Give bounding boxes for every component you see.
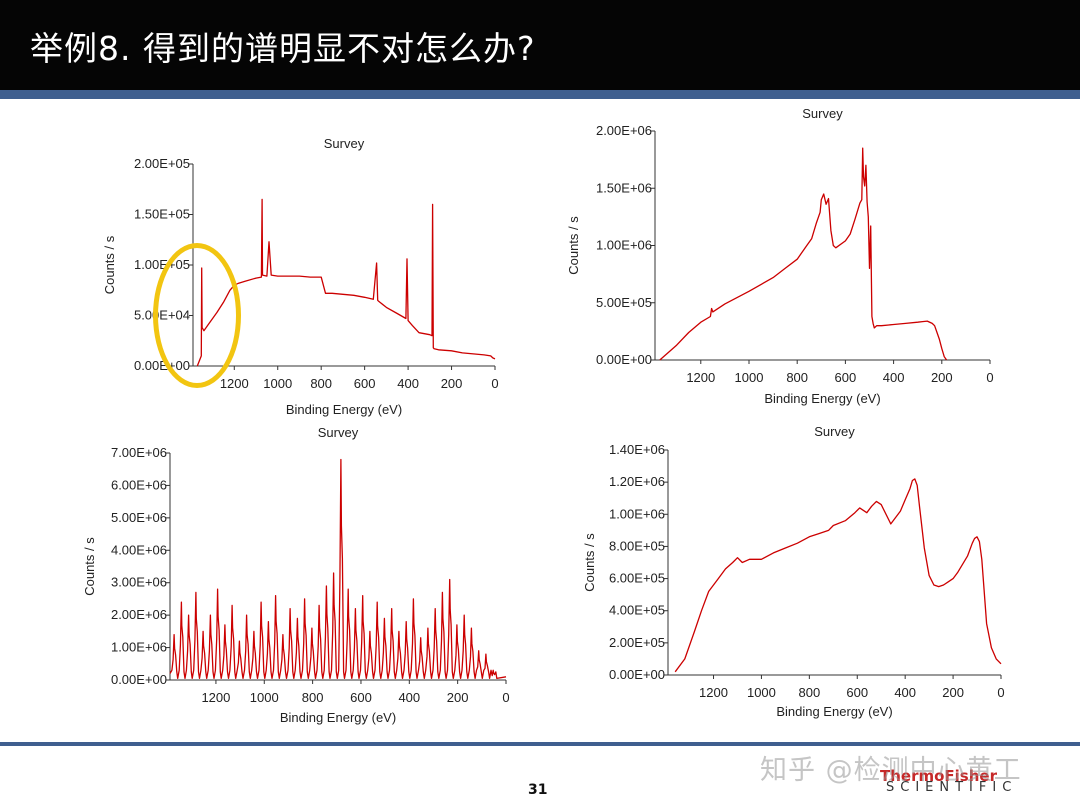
x-tick-label: 200 — [942, 685, 964, 700]
x-tick-label: 200 — [441, 376, 463, 391]
y-tick-label: 1.40E+06 — [609, 442, 665, 457]
header-band — [0, 90, 1080, 99]
slide-title: 举例8. 得到的谱明显不对怎么办? — [30, 29, 536, 68]
x-tick-label: 1200 — [201, 690, 230, 705]
y-tick-label: 2.00E+05 — [609, 635, 665, 650]
x-tick-label: 400 — [883, 370, 905, 385]
x-tick-label: 0 — [502, 690, 509, 705]
chart-title: Survey — [814, 424, 855, 439]
x-tick-label: 400 — [398, 690, 420, 705]
y-tick-label: 3.00E+06 — [111, 575, 167, 590]
x-tick-label: 1200 — [686, 370, 715, 385]
x-axis-label: Binding Energy (eV) — [776, 704, 892, 719]
x-tick-label: 800 — [786, 370, 808, 385]
chart-title: Survey — [324, 136, 365, 151]
y-tick-label: 5.00E+05 — [596, 295, 652, 310]
x-tick-label: 0 — [986, 370, 993, 385]
survey-chart-bottom-right: Survey 0.00E+00 2.00E+05 4.00E+05 6.00E+05 8.… — [582, 424, 1005, 719]
y-tick-label: 8.00E+05 — [609, 538, 665, 553]
brand-logo: ThermoFisher — [880, 767, 997, 785]
y-tick-label: 6.00E+05 — [609, 571, 665, 586]
highlight-circle — [153, 243, 241, 388]
chart-title: Survey — [318, 425, 359, 440]
y-tick-label: 1.50E+05 — [134, 207, 190, 222]
x-tick-label: 600 — [350, 690, 372, 705]
y-tick-label: 1.20E+06 — [609, 474, 665, 489]
x-tick-label: 1000 — [250, 690, 279, 705]
x-tick-label: 600 — [354, 376, 376, 391]
x-axis-label: Binding Energy (eV) — [286, 402, 402, 417]
brand-subtitle: SCIENTIFIC — [886, 780, 1018, 795]
survey-chart-top-right: Survey 0.00E+00 5.00E+05 1.00E+06 1.50E+06 2.… — [566, 106, 994, 406]
x-tick-label: 800 — [310, 376, 332, 391]
y-tick-label: 1.50E+06 — [596, 180, 652, 195]
survey-chart-bottom-left: Survey 0.00E+00 1.00E+06 2.00E+06 3.00E+06 4.… — [82, 425, 510, 725]
x-tick-label: 200 — [447, 690, 469, 705]
x-tick-label: 0 — [997, 685, 1004, 700]
title-bar: 举例8. 得到的谱明显不对怎么办? — [0, 0, 1080, 90]
x-tick-label: 1000 — [263, 376, 292, 391]
y-axis-label: Counts / s — [102, 235, 117, 294]
y-tick-label: 4.00E+06 — [111, 542, 167, 557]
y-tick-label: 4.00E+05 — [609, 603, 665, 618]
y-tick-label: 0.00E+00 — [609, 667, 665, 682]
chart-title: Survey — [802, 106, 843, 121]
x-axis-label: Binding Energy (eV) — [764, 391, 880, 406]
x-tick-label: 400 — [397, 376, 419, 391]
x-tick-label: 400 — [894, 685, 916, 700]
y-axis-label: Counts / s — [82, 537, 97, 596]
x-tick-label: 1000 — [747, 685, 776, 700]
spectrum-line — [196, 198, 496, 367]
x-tick-label: 200 — [931, 370, 953, 385]
x-axis-label: Binding Energy (eV) — [280, 710, 396, 725]
watermark: 知乎 @检测中心黄工 — [760, 755, 1022, 786]
y-tick-label: 6.00E+06 — [111, 477, 167, 492]
y-tick-label: 1.00E+06 — [596, 238, 652, 253]
y-axis-label: Counts / s — [566, 216, 581, 275]
footer-line — [0, 742, 1080, 746]
x-tick-label: 1000 — [735, 370, 764, 385]
x-tick-label: 1200 — [699, 685, 728, 700]
spectrum-line — [659, 147, 948, 361]
x-tick-label: 0 — [491, 376, 498, 391]
spectrum-line — [169, 458, 507, 680]
page-number: 31 — [528, 782, 548, 798]
spectrum-line — [674, 478, 1002, 673]
y-tick-label: 2.00E+05 — [134, 156, 190, 171]
y-tick-label: 5.00E+06 — [111, 510, 167, 525]
y-tick-label: 1.00E+06 — [111, 640, 167, 655]
y-tick-label: 1.00E+06 — [609, 506, 665, 521]
y-tick-label: 0.00E+00 — [111, 672, 167, 687]
x-tick-label: 600 — [846, 685, 868, 700]
y-tick-label: 2.00E+06 — [596, 123, 652, 138]
x-tick-label: 800 — [302, 690, 324, 705]
x-tick-label: 1200 — [220, 376, 249, 391]
y-tick-label: 7.00E+06 — [111, 445, 167, 460]
x-tick-label: 800 — [798, 685, 820, 700]
y-tick-label: 2.00E+06 — [111, 607, 167, 622]
x-tick-label: 600 — [835, 370, 857, 385]
y-tick-label: 0.00E+00 — [596, 352, 652, 367]
y-axis-label: Counts / s — [582, 533, 597, 592]
